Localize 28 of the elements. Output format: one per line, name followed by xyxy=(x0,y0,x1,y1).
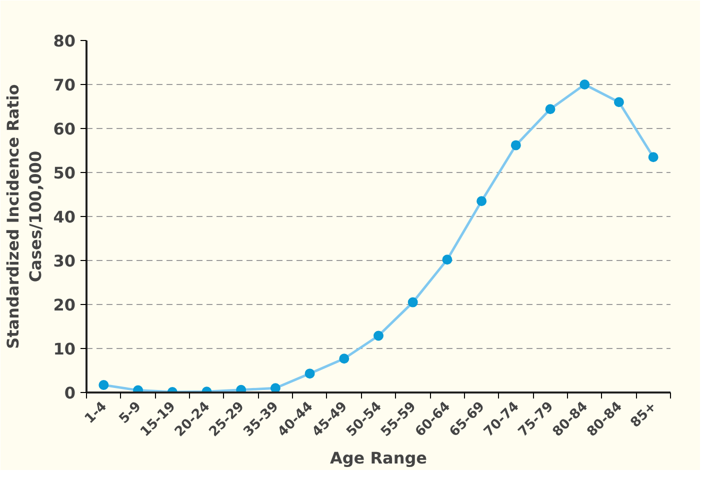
point xyxy=(304,368,315,379)
point xyxy=(270,383,280,392)
y-tick-label: 50 xyxy=(53,164,76,182)
point xyxy=(442,254,452,265)
point xyxy=(408,297,418,308)
y-tick-label: 40 xyxy=(53,208,76,226)
y-tick-label: 10 xyxy=(53,340,76,358)
point xyxy=(98,380,109,390)
y-tick-label: 80 xyxy=(53,32,76,50)
point xyxy=(580,80,590,90)
y-tick-label: 30 xyxy=(53,252,76,270)
point xyxy=(648,152,658,162)
point xyxy=(510,140,521,150)
x-axis-title: Age Range xyxy=(330,448,428,468)
y-tick-label: 70 xyxy=(53,76,76,94)
y-tick-label: 20 xyxy=(53,296,76,314)
x-tick-label: 1-4 xyxy=(82,399,110,427)
point xyxy=(614,97,624,108)
x-tick-label: 85+ xyxy=(628,399,660,431)
point xyxy=(374,330,384,341)
x-tick-label: 5-9 xyxy=(116,399,144,427)
y-tick-label: 60 xyxy=(53,120,76,138)
point xyxy=(339,354,350,364)
point xyxy=(476,196,487,206)
point xyxy=(545,104,556,114)
y-tick-label: 0 xyxy=(64,384,76,402)
y-axis-title: Standardized Incidence Ratio Cases/100,000 xyxy=(3,84,46,349)
point xyxy=(236,384,246,392)
